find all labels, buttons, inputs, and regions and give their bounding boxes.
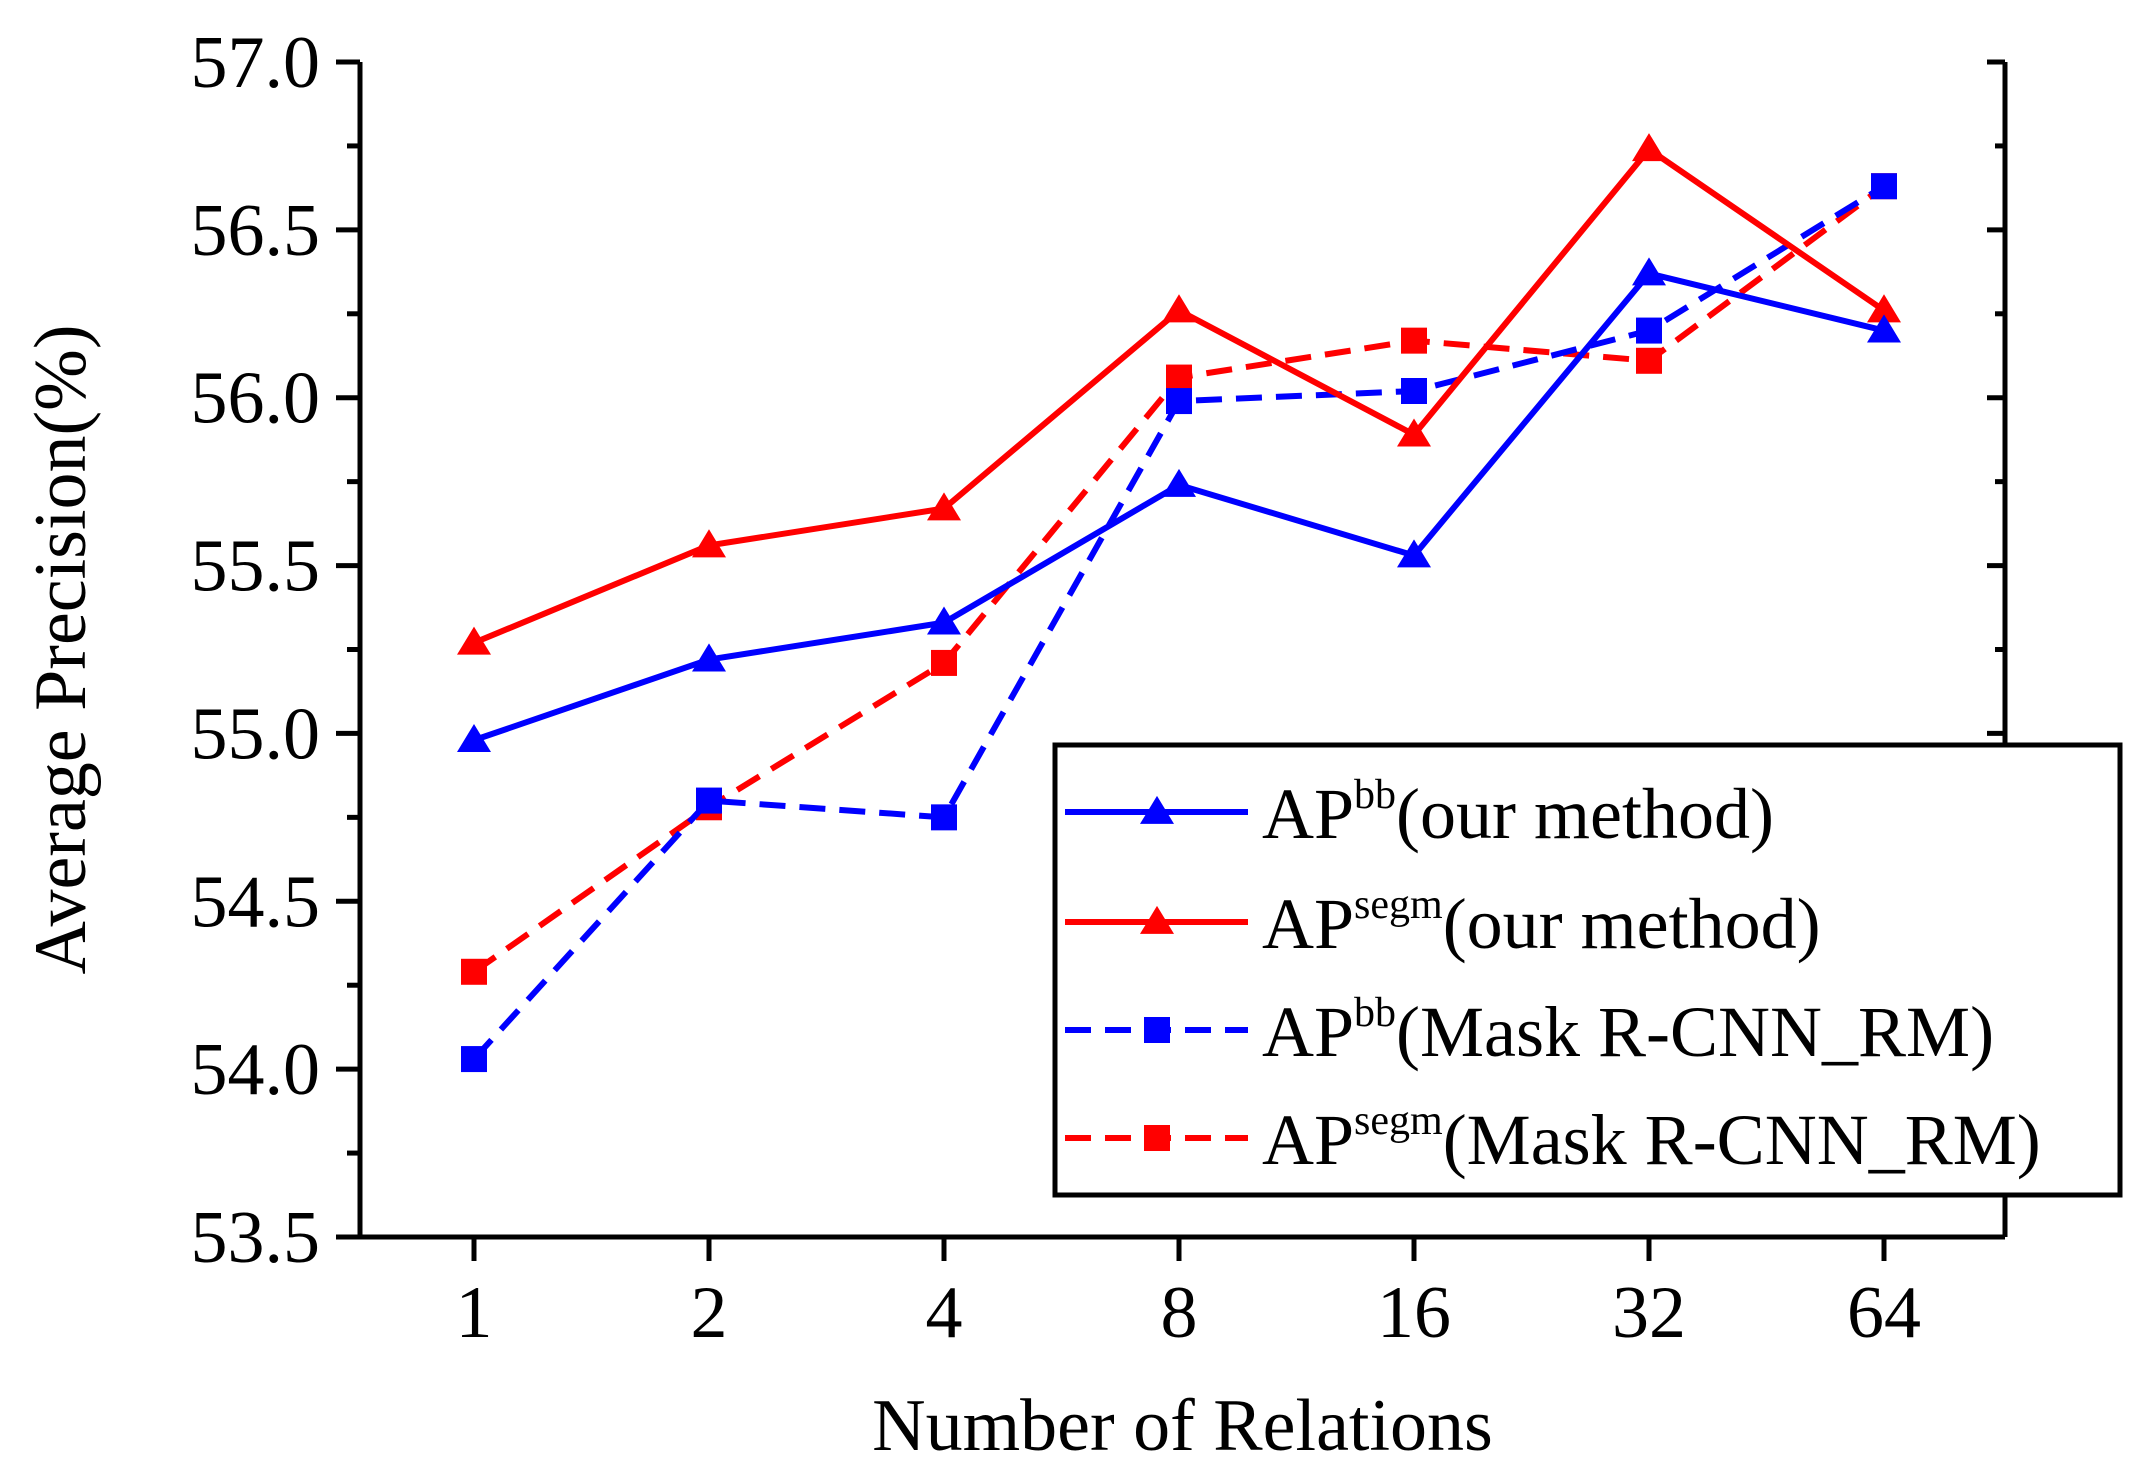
x-axis-title: Number of Relations [872,1385,1493,1461]
y-axis-title: Average Precision(%) [20,325,102,975]
legend-marker [1144,1017,1170,1043]
data-point [1867,294,1901,323]
series-layer [457,133,1901,1073]
data-point [1867,314,1901,343]
data-point [692,643,726,672]
data-point [931,649,957,676]
data-point [931,804,957,831]
legend: APbb(our method) APsegm(our method) APbb(M… [1052,742,2123,1198]
data-point [457,626,491,655]
series-2 [461,173,1897,1073]
y-tick-label: 55.5 [191,526,321,608]
y-tick-label: 54.5 [191,861,321,943]
y-tick-label: 54.0 [191,1029,321,1111]
data-point [927,606,961,635]
x-tick-label: 4 [926,1272,963,1354]
x-tick-label: 2 [691,1272,728,1354]
data-point [1166,388,1192,415]
data-point [1166,364,1192,391]
legend-box [1052,742,2123,1198]
legend-label: APsegm(Mask R-CNN_RM) [1262,1098,2041,1180]
y-tick-label: 55.0 [191,693,321,775]
legend-marker [1140,795,1174,824]
data-point [1401,378,1427,404]
axes-layer: 53.5 54.0 54.5 55.0 55.5 56.0 56.5 57.0 1 2 4 8 16 32… [191,22,2008,1354]
y-tick-label: 57.0 [191,22,321,104]
y-tick-label: 56.5 [191,190,321,272]
data-point [1162,468,1196,497]
data-point [1397,539,1431,568]
legend-entry: APbb(our method) [1065,772,1774,854]
legend-entry: APsegm(our method) [1065,882,1821,964]
legend-label: APbb(our method) [1262,772,1774,854]
series-0 [457,257,1901,753]
data-point [1636,347,1662,374]
data-point [1162,294,1196,323]
legend-marker [1140,905,1174,934]
data-point [692,529,726,558]
data-point [1871,173,1897,200]
legend-marker [1144,1125,1170,1151]
data-point [461,958,487,985]
series-1 [457,133,1901,655]
y-tick-label: 56.0 [191,358,321,440]
data-point [696,787,722,814]
legend-entry: APbb(Mask R-CNN_RM) [1065,990,1994,1072]
series-line [473,270,1885,743]
x-tick-label: 8 [1161,1272,1198,1354]
y-tick-label: 53.5 [191,1197,321,1279]
data-point [1397,418,1431,447]
data-point [1632,133,1666,162]
legend-label: APsegm(our method) [1262,882,1821,964]
data-point [1401,327,1427,354]
data-point [461,1046,487,1073]
data-point [927,492,961,521]
data-point [1636,317,1662,344]
legend-label: APbb(Mask R-CNN_RM) [1262,990,1994,1072]
x-tick-label: 1 [456,1272,493,1354]
x-tick-label: 64 [1847,1272,1921,1354]
x-tick-label: 16 [1377,1272,1451,1354]
legend-entry: APsegm(Mask R-CNN_RM) [1065,1098,2041,1180]
data-point [1632,257,1666,286]
data-point [457,723,491,753]
x-tick-label: 32 [1612,1272,1686,1354]
